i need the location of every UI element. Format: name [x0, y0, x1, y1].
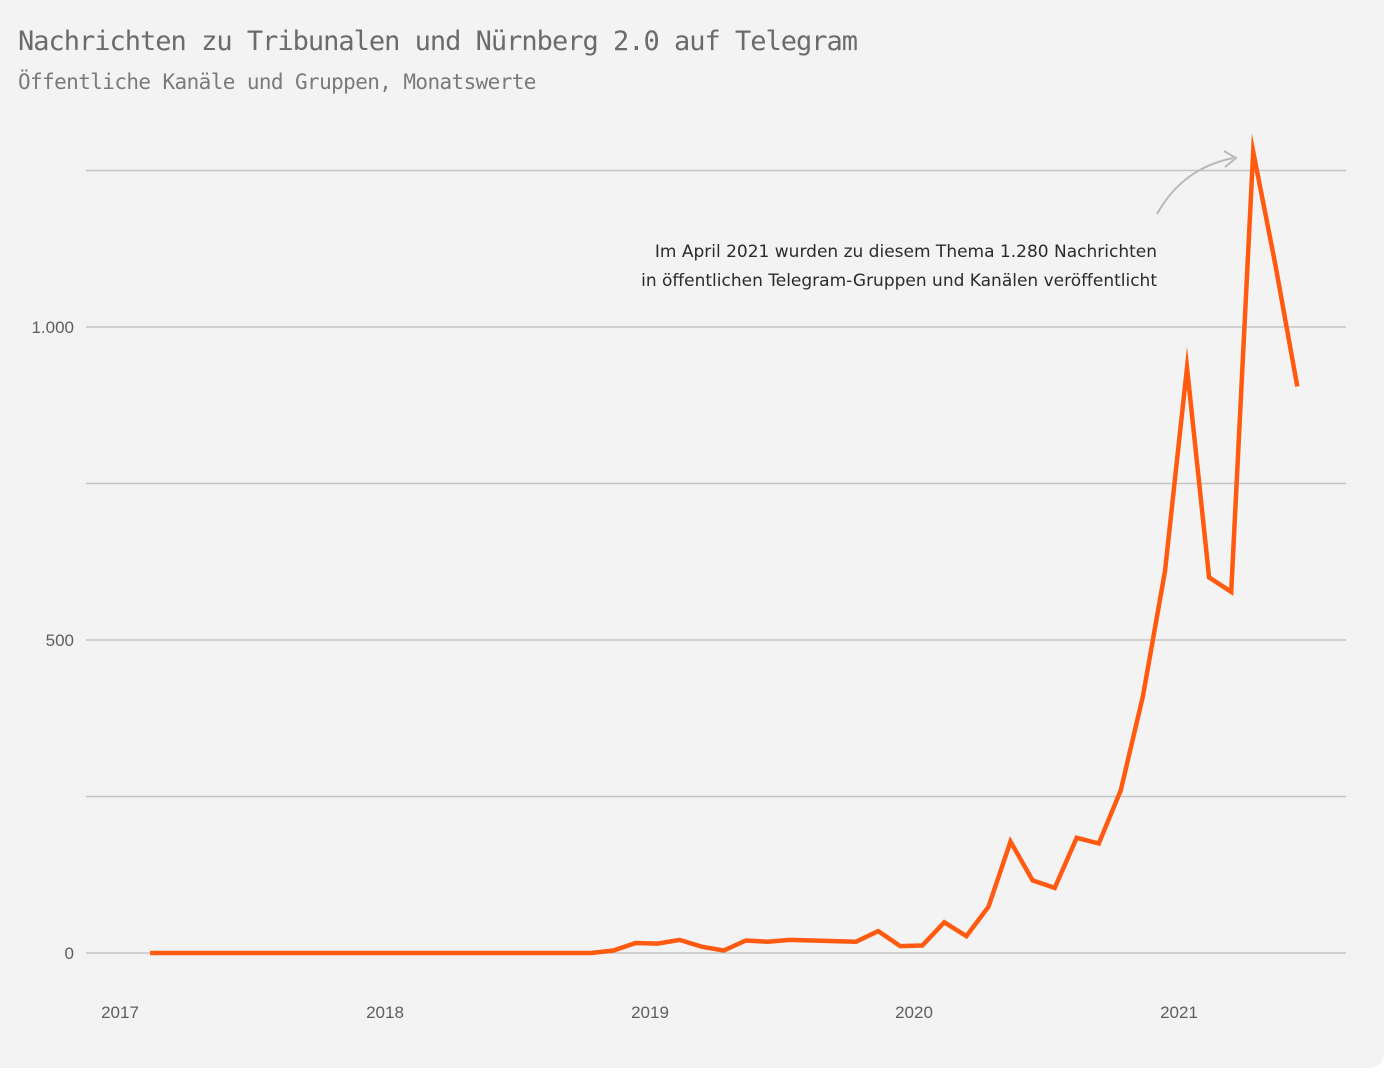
annotation-group: Im April 2021 wurden zu diesem Thema 1.2…: [641, 150, 1238, 291]
series-line: [150, 133, 1300, 956]
annotation-line-1: Im April 2021 wurden zu diesem Thema 1.2…: [655, 242, 1157, 262]
y-axis-ticks: 0 500 1.000: [31, 318, 74, 963]
x-tick-label: 2019: [631, 1003, 669, 1022]
chart-title: Nachrichten zu Tribunalen und Nürnberg 2…: [18, 26, 858, 57]
y-tick-label: 500: [46, 631, 74, 650]
x-tick-label: 2018: [366, 1003, 404, 1022]
x-tick-label: 2021: [1160, 1003, 1198, 1022]
annotation-arrowhead: [1223, 150, 1238, 168]
annotation-arrow: [1156, 157, 1234, 215]
y-tick-label: 0: [65, 944, 74, 963]
x-tick-label: 2017: [101, 1003, 139, 1022]
x-tick-label: 2020: [895, 1003, 933, 1022]
annotation-line-2: in öffentlichen Telegram-Gruppen und Kan…: [641, 271, 1157, 291]
y-tick-label: 1.000: [31, 318, 74, 337]
chart-subtitle: Öffentliche Kanäle und Gruppen, Monatswe…: [18, 70, 536, 94]
x-axis-ticks: 2017 2018 2019 2020 2021: [101, 1003, 1198, 1022]
series-group: [150, 133, 1300, 956]
